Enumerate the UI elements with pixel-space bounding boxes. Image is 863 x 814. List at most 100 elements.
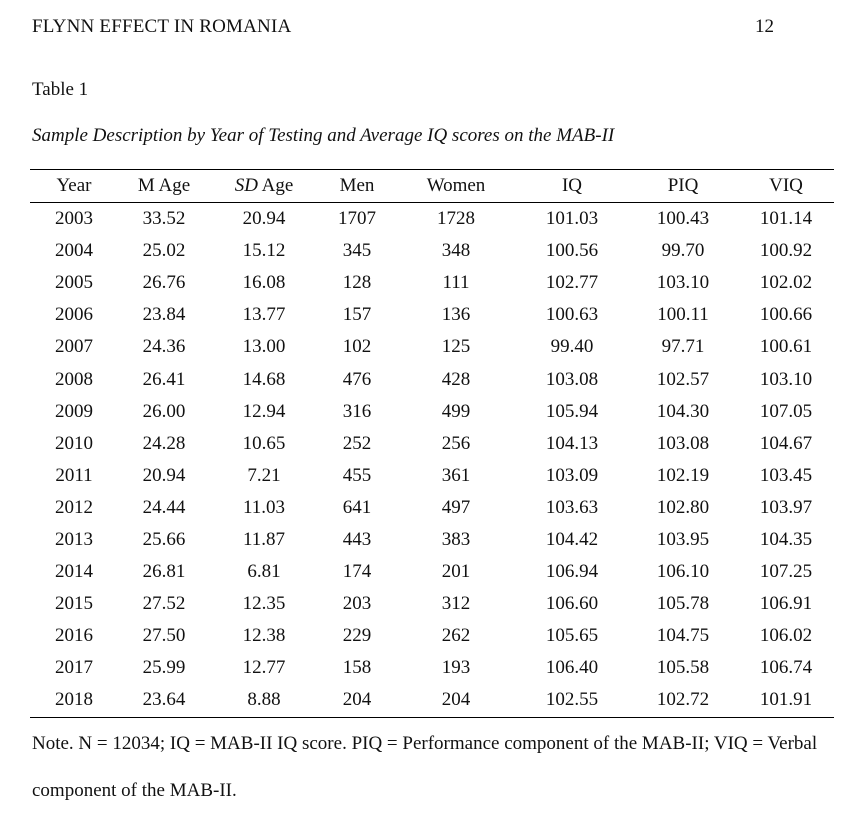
cell-iq: 100.56 [545,240,599,262]
cell-sd-age: 11.87 [242,528,286,550]
cell-m-age: 23.64 [118,684,210,718]
cell-men: 203 [342,593,372,615]
cell-viq: 103.45 [759,464,813,486]
cell-year: 2004 [55,240,93,262]
cell-piq: 103.95 [656,528,710,550]
cell-women: 348 [441,240,471,262]
cell-year: 2014 [55,561,93,583]
cell-sd-age: 6.81 [247,561,281,583]
table-row: 2012 24.44 11.03 641 497 103.63 102.80 103.97 [30,492,834,524]
cell-iq: 106.40 [545,657,599,679]
cell-m-age: 25.99 [142,657,186,679]
cell-piq: 104.30 [656,400,710,422]
cell-piq: 103.10 [656,272,710,294]
cell-viq: 100.61 [759,336,813,358]
cell-women: 497 [441,496,471,518]
table-row: 2018 23.64 8.88 204 204 102.55 102.72 101.91 [30,684,834,718]
header-piq: PIQ [628,169,738,203]
cell-year: 2003 [55,208,93,230]
cell-piq: 106.10 [656,561,710,583]
header-women: Women [396,169,516,203]
cell-women: 428 [441,368,471,390]
header-iq: IQ [516,169,628,203]
cell-women: 111 [442,272,470,294]
cell-women: 361 [441,464,471,486]
table-row: 2005 26.76 16.08 128 111 102.77 103.10 102.02 [30,267,834,299]
cell-men: 641 [342,496,372,518]
header-men: Men [318,169,396,203]
cell-women: 125 [441,336,471,358]
cell-m-age: 20.94 [142,464,186,486]
cell-sd-age: 12.77 [242,657,286,679]
cell-year: 2011 [55,464,93,486]
cell-men: 128 [342,272,372,294]
cell-sd-age: 13.00 [242,336,286,358]
table-row: 2009 26.00 12.94 316 499 105.94 104.30 107.05 [30,396,834,428]
cell-viq: 103.10 [759,368,813,390]
cell-viq: 107.05 [759,400,813,422]
cell-sd-age: 14.68 [242,368,286,390]
cell-piq: 102.72 [628,684,738,718]
cell-viq: 106.02 [759,625,813,647]
table-row: 2017 25.99 12.77 158 193 106.40 105.58 106.74 [30,652,834,684]
cell-men: 455 [342,464,372,486]
table-row: 2008 26.41 14.68 476 428 103.08 102.57 103.10 [30,363,834,395]
cell-women: 201 [441,561,471,583]
cell-women: 1728 [437,208,475,230]
cell-viq: 101.91 [738,684,834,718]
cell-m-age: 33.52 [142,208,186,230]
cell-sd-age: 10.65 [242,432,286,454]
cell-men: 345 [342,240,372,262]
running-head: FLYNN EFFECT IN ROMANIA [32,16,292,37]
cell-piq: 105.78 [656,593,710,615]
cell-m-age: 24.44 [142,496,186,518]
cell-year: 2018 [30,684,118,718]
cell-piq: 102.19 [656,464,710,486]
table-row: 2011 20.94 7.21 455 361 103.09 102.19 103.45 [30,460,834,492]
cell-m-age: 23.84 [142,304,186,326]
header-m-age: M Age [118,169,210,203]
cell-men: 102 [342,336,372,358]
cell-sd-age: 15.12 [242,240,286,262]
cell-men: 157 [342,304,372,326]
cell-year: 2015 [55,593,93,615]
cell-iq: 99.40 [550,336,594,358]
table-body: 2003 33.52 20.94 1707 1728 101.03 100.43 101.14… [30,203,834,718]
cell-iq: 105.65 [545,625,599,647]
cell-m-age: 24.28 [142,432,186,454]
cell-iq: 102.77 [545,272,599,294]
cell-sd-age: 20.94 [242,208,286,230]
cell-iq: 102.55 [516,684,628,718]
cell-year: 2009 [55,400,93,422]
cell-women: 204 [396,684,516,718]
cell-men: 1707 [338,208,376,230]
page-number: 12 [755,16,774,37]
table-row: 2006 23.84 13.77 157 136 100.63 100.11 100.66 [30,299,834,331]
table-row: 2015 27.52 12.35 203 312 106.60 105.78 106.91 [30,588,834,620]
cell-women: 383 [441,528,471,550]
cell-iq: 103.09 [545,464,599,486]
cell-m-age: 26.76 [142,272,186,294]
table-row: 2007 24.36 13.00 102 125 99.40 97.71 100.61 [30,331,834,363]
cell-women: 499 [441,400,471,422]
cell-sd-age: 12.38 [242,625,286,647]
cell-iq: 103.63 [545,496,599,518]
cell-sd-age: 16.08 [242,272,286,294]
cell-viq: 103.97 [759,496,813,518]
cell-men: 316 [342,400,372,422]
cell-piq: 97.71 [661,336,705,358]
table-row: 2016 27.50 12.38 229 262 105.65 104.75 106.02 [30,620,834,652]
table-row: 2014 26.81 6.81 174 201 106.94 106.10 107.25 [30,556,834,588]
cell-women: 262 [441,625,471,647]
cell-women: 256 [441,432,471,454]
cell-year: 2016 [55,625,93,647]
cell-iq: 104.13 [545,432,599,454]
cell-sd-age: 11.03 [242,496,286,518]
cell-men: 443 [342,528,372,550]
cell-iq: 103.08 [545,368,599,390]
cell-m-age: 25.02 [142,240,186,262]
cell-iq: 106.94 [545,561,599,583]
cell-piq: 102.57 [656,368,710,390]
cell-viq: 101.14 [759,208,813,230]
cell-year: 2017 [55,657,93,679]
